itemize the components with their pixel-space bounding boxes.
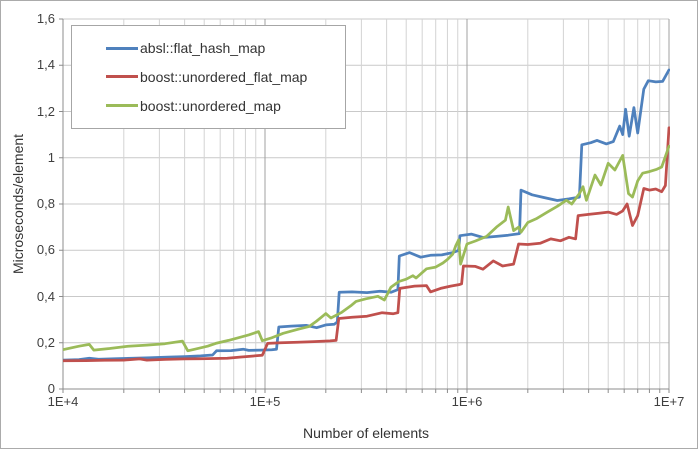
y-tick-label: 1,4 [36, 57, 55, 73]
x-tick-label: 1E+6 [451, 394, 483, 409]
legend-item: boost::unordered_map [106, 98, 341, 114]
y-tick-label: 0,4 [36, 288, 55, 304]
legend-label: absl::flat_hash_map [140, 40, 266, 57]
legend-label: boost::unordered_flat_map [140, 68, 308, 85]
legend-line-swatch-icon [106, 75, 138, 79]
legend-line-swatch-icon [106, 104, 138, 108]
y-tick-label: 0,8 [36, 196, 55, 211]
axis-ticks [59, 18, 670, 393]
y-axis-title: Microseconds/element [10, 133, 26, 275]
legend-item: boost::unordered_flat_map [106, 69, 341, 85]
legend-label: boost::unordered_map [140, 97, 281, 114]
y-tick-label: 1 [47, 149, 55, 165]
x-tick-label: 1E+4 [47, 394, 79, 409]
x-axis-title: Number of elements [302, 425, 430, 441]
y-tick-label: 1,6 [36, 11, 55, 26]
y-tick-label: 0,6 [36, 242, 55, 258]
y-tick-label: 0 [47, 381, 55, 396]
series-boost-unordered-map [63, 144, 670, 353]
y-tick-label: 0,2 [36, 334, 55, 350]
x-tick-label: 1E+5 [249, 394, 281, 409]
legend-item: absl::flat_hash_map [106, 40, 341, 56]
legend-line-swatch-icon [106, 46, 138, 50]
y-tick-label: 1,2 [36, 103, 55, 119]
series-absl-flat-hash-map [63, 68, 670, 362]
series-boost-unordered-flat-map [63, 126, 670, 363]
x-tick-label: 1E+7 [653, 394, 685, 409]
